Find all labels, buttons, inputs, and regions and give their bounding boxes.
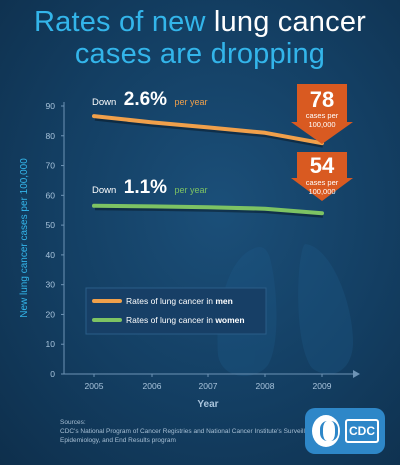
y-tick-label: 50 bbox=[46, 220, 56, 230]
y-tick-label: 90 bbox=[46, 101, 56, 111]
y-tick-label: 10 bbox=[46, 339, 56, 349]
legend: Rates of lung cancer in men Rates of lun… bbox=[85, 287, 267, 335]
callout-women: 54 cases per 100,000 bbox=[291, 152, 353, 201]
x-axis-label: Year bbox=[197, 399, 218, 410]
sources: Sources: CDC's National Program of Cance… bbox=[60, 418, 330, 445]
callout-men-line2: 100,000 bbox=[308, 120, 335, 129]
x-tick-label: 2008 bbox=[256, 381, 275, 391]
y-tick-label: 60 bbox=[46, 190, 56, 200]
annotation-women-pre: Down bbox=[92, 185, 116, 196]
series-line-men bbox=[92, 114, 324, 146]
annotation-women: Down 1.1% per year bbox=[92, 177, 208, 198]
y-tick-label: 20 bbox=[46, 309, 56, 319]
legend-women-bold: women bbox=[214, 315, 244, 325]
legend-men-bold: men bbox=[215, 296, 232, 306]
callout-men-arrow bbox=[291, 84, 353, 144]
callout-men-value: 78 bbox=[310, 87, 334, 112]
title-line-2: cases are dropping bbox=[74, 38, 326, 70]
y-tick-label: 70 bbox=[46, 161, 56, 171]
y-axis-label: New lung cancer cases per 100,000 bbox=[19, 158, 30, 318]
sources-text: CDC's National Program of Cancer Registr… bbox=[60, 428, 321, 444]
annotation-men-post: per year bbox=[175, 97, 208, 107]
callout-men-line1: cases per bbox=[306, 111, 339, 120]
callout-women-value: 54 bbox=[310, 153, 335, 178]
y-tick-label: 0 bbox=[50, 369, 55, 379]
series-line-shadow bbox=[94, 115, 324, 148]
hhs-seal-icon bbox=[312, 415, 340, 447]
cdc-logo-text: CDC bbox=[345, 419, 379, 443]
legend-label-men: Rates of lung cancer in men bbox=[126, 296, 233, 306]
x-tick-label: 2006 bbox=[143, 381, 162, 391]
y-tick-label: 40 bbox=[46, 250, 56, 260]
legend-women-pre: Rates of lung cancer in bbox=[126, 315, 215, 325]
sources-heading: Sources: bbox=[60, 419, 86, 426]
title-highlight: lung cancer bbox=[213, 6, 367, 38]
annotation-men-pct: 2.6% bbox=[124, 89, 167, 110]
annotation-men-pre: Down bbox=[92, 97, 116, 108]
annotation-women-pct: 1.1% bbox=[124, 177, 167, 198]
title-text: Rates of new bbox=[33, 6, 214, 38]
x-tick-label: 2005 bbox=[85, 381, 104, 391]
x-tick-label: 2007 bbox=[199, 381, 218, 391]
y-tick-label: 80 bbox=[46, 131, 56, 141]
x-tick-label: 2009 bbox=[313, 381, 332, 391]
cdc-logo: CDC bbox=[305, 408, 385, 454]
legend-box bbox=[85, 287, 267, 335]
callout-women-arrow bbox=[291, 152, 353, 201]
legend-label-women: Rates of lung cancer in women bbox=[126, 315, 245, 325]
callout-women-line2: 100,000 bbox=[308, 187, 335, 196]
x-axis-arrow-icon bbox=[353, 370, 360, 378]
x-tick-labels: 2005 2006 2007 2008 2009 bbox=[85, 374, 332, 391]
annotation-men: Down 2.6% per year bbox=[92, 89, 208, 110]
title-line-1: Rates of new lung cancer bbox=[0, 6, 400, 38]
page-title: Rates of new lung cancer cases are dropp… bbox=[0, 6, 400, 70]
series-line-women bbox=[92, 203, 324, 216]
callout-women-line1: cases per bbox=[306, 178, 339, 187]
series-lines bbox=[92, 114, 324, 218]
y-tick-label: 30 bbox=[46, 280, 56, 290]
legend-men-pre: Rates of lung cancer in bbox=[126, 296, 215, 306]
annotation-women-post: per year bbox=[175, 185, 208, 195]
callout-men: 78 cases per 100,000 bbox=[291, 84, 353, 144]
y-tick-labels: 0 10 20 30 40 50 60 70 80 90 bbox=[46, 101, 64, 379]
